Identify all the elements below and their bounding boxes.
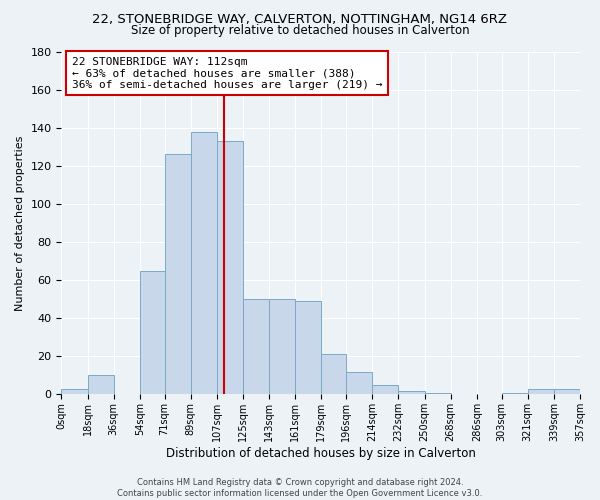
Bar (88, 376, 113, 394)
Bar (372, 385, 398, 394)
Bar (269, 299, 295, 394)
Text: Contains HM Land Registry data © Crown copyright and database right 2024.
Contai: Contains HM Land Registry data © Crown c… (118, 478, 482, 498)
Bar (191, 132, 217, 394)
Bar (322, 354, 346, 395)
Bar (346, 372, 372, 394)
Text: 22, STONEBRIDGE WAY, CALVERTON, NOTTINGHAM, NG14 6RZ: 22, STONEBRIDGE WAY, CALVERTON, NOTTINGH… (92, 12, 508, 26)
Bar (243, 299, 269, 394)
Y-axis label: Number of detached properties: Number of detached properties (15, 136, 25, 310)
Bar (425, 392, 451, 394)
Bar (140, 270, 164, 394)
Bar (164, 154, 191, 394)
Bar (217, 141, 243, 395)
Bar (61, 388, 88, 394)
Text: Size of property relative to detached houses in Calverton: Size of property relative to detached ho… (131, 24, 469, 37)
Text: 22 STONEBRIDGE WAY: 112sqm
← 63% of detached houses are smaller (388)
36% of sem: 22 STONEBRIDGE WAY: 112sqm ← 63% of deta… (72, 56, 382, 90)
X-axis label: Distribution of detached houses by size in Calverton: Distribution of detached houses by size … (166, 447, 476, 460)
Bar (528, 388, 554, 394)
Bar (502, 392, 528, 394)
Bar (295, 301, 322, 394)
Bar (554, 388, 580, 394)
Bar (398, 390, 425, 394)
